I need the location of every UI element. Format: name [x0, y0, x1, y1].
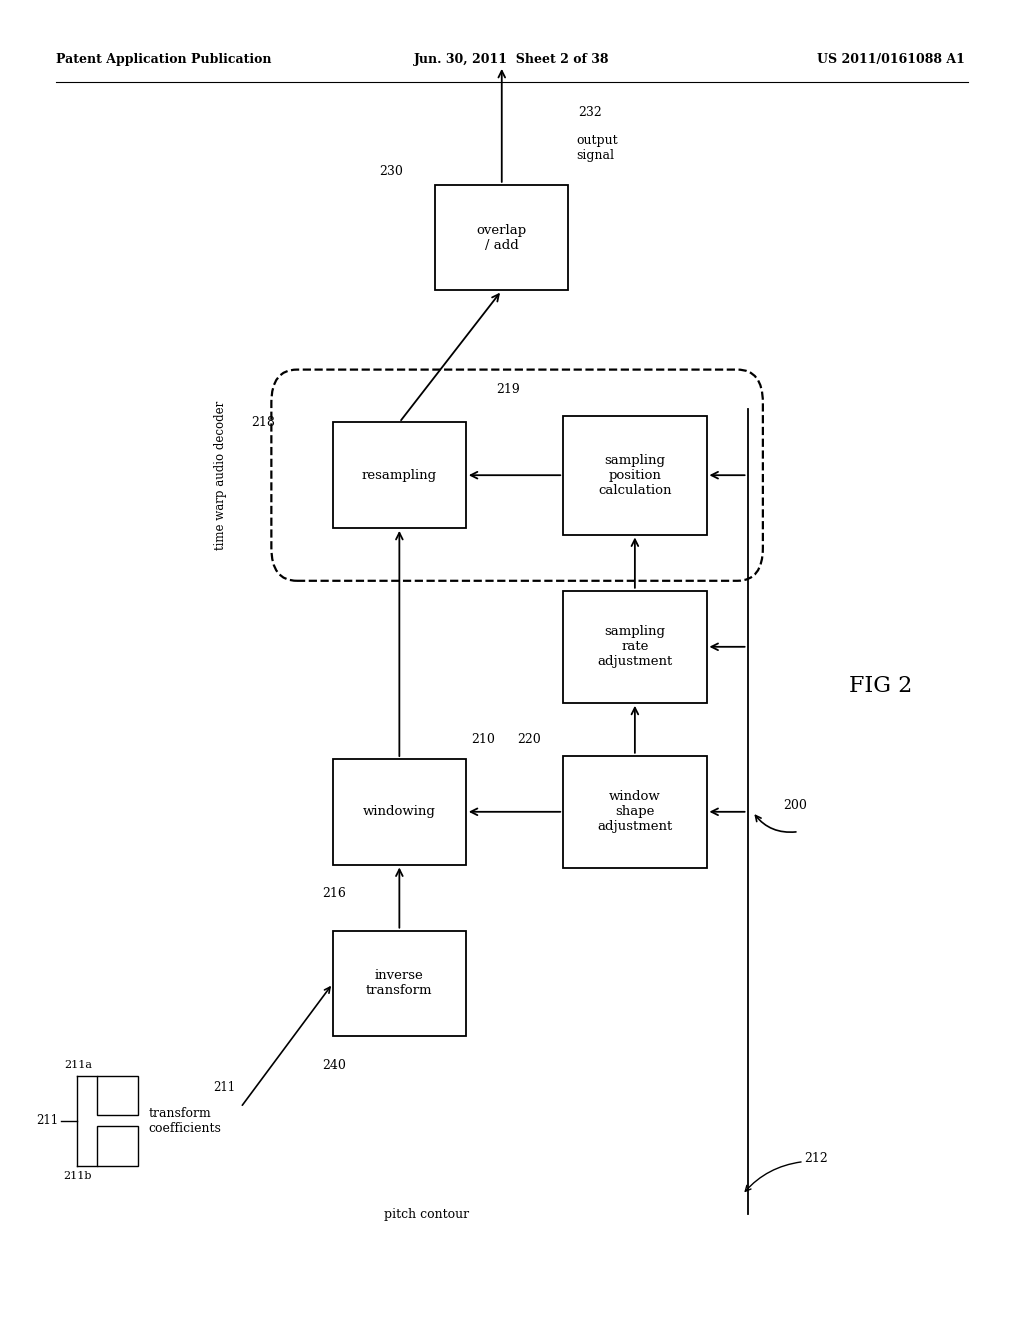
- FancyBboxPatch shape: [97, 1076, 138, 1115]
- Text: 211: 211: [213, 1081, 236, 1094]
- FancyBboxPatch shape: [563, 591, 707, 702]
- Text: sampling
position
calculation: sampling position calculation: [598, 454, 672, 496]
- Text: 211b: 211b: [63, 1171, 92, 1181]
- FancyBboxPatch shape: [97, 1126, 138, 1166]
- FancyBboxPatch shape: [333, 422, 466, 528]
- FancyBboxPatch shape: [333, 759, 466, 865]
- Text: sampling
rate
adjustment: sampling rate adjustment: [597, 626, 673, 668]
- Text: 232: 232: [579, 106, 602, 119]
- Text: US 2011/0161088 A1: US 2011/0161088 A1: [817, 53, 965, 66]
- Text: transform
coefficients: transform coefficients: [148, 1106, 221, 1135]
- Text: 230: 230: [379, 165, 402, 178]
- FancyBboxPatch shape: [563, 416, 707, 535]
- FancyBboxPatch shape: [333, 931, 466, 1036]
- Text: 218: 218: [251, 416, 274, 429]
- Text: 210: 210: [471, 734, 495, 746]
- Text: pitch contour: pitch contour: [384, 1208, 469, 1221]
- Text: Patent Application Publication: Patent Application Publication: [56, 53, 271, 66]
- Text: Jun. 30, 2011  Sheet 2 of 38: Jun. 30, 2011 Sheet 2 of 38: [415, 53, 609, 66]
- Text: 200: 200: [783, 799, 807, 812]
- Text: 216: 216: [323, 887, 346, 900]
- Text: overlap
/ add: overlap / add: [477, 223, 526, 252]
- Text: 219: 219: [497, 383, 520, 396]
- Text: 240: 240: [323, 1059, 346, 1072]
- Text: inverse
transform: inverse transform: [367, 969, 432, 998]
- FancyBboxPatch shape: [435, 185, 568, 290]
- Text: output
signal: output signal: [577, 133, 618, 162]
- Text: time warp audio decoder: time warp audio decoder: [214, 400, 226, 550]
- FancyBboxPatch shape: [563, 755, 707, 869]
- Text: windowing: windowing: [362, 805, 436, 818]
- Text: 211a: 211a: [65, 1060, 92, 1071]
- Text: 211: 211: [36, 1114, 58, 1127]
- Text: window
shape
adjustment: window shape adjustment: [597, 791, 673, 833]
- Text: 220: 220: [517, 734, 541, 746]
- Text: resampling: resampling: [361, 469, 437, 482]
- Text: FIG 2: FIG 2: [849, 676, 912, 697]
- Text: 212: 212: [804, 1152, 827, 1166]
